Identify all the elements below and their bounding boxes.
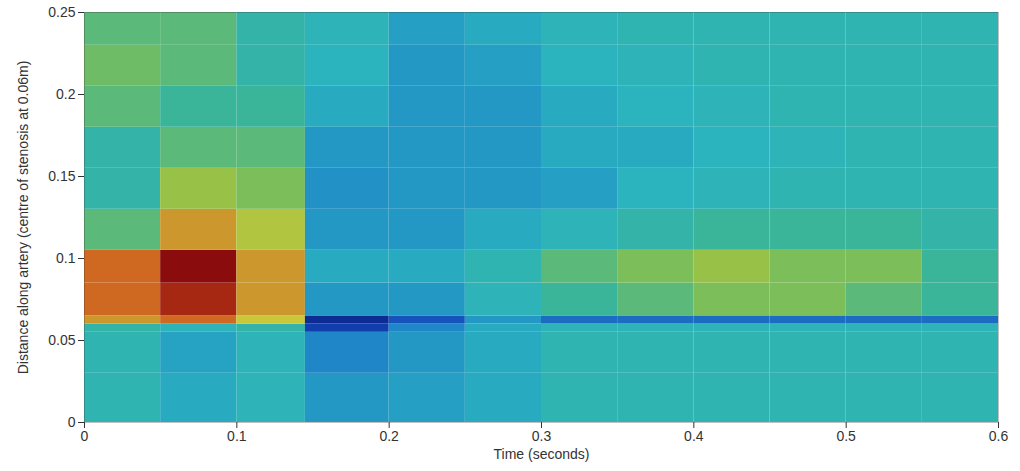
svg-text:0.25: 0.25: [48, 4, 75, 20]
svg-text:0.1: 0.1: [56, 250, 76, 266]
svg-text:Time (seconds): Time (seconds): [494, 446, 590, 462]
svg-text:0.05: 0.05: [48, 332, 75, 348]
svg-text:0.15: 0.15: [48, 168, 75, 184]
svg-text:0.2: 0.2: [379, 428, 399, 444]
svg-text:0.3: 0.3: [532, 428, 552, 444]
svg-text:0: 0: [81, 428, 89, 444]
svg-text:0.1: 0.1: [227, 428, 247, 444]
svg-text:0.2: 0.2: [56, 86, 76, 102]
svg-text:0: 0: [68, 414, 76, 430]
svg-text:0.4: 0.4: [684, 428, 704, 444]
svg-text:0.5: 0.5: [836, 428, 856, 444]
svg-text:Distance along artery (centre: Distance along artery (centre of stenosi…: [15, 61, 31, 375]
svg-text:0.6: 0.6: [989, 428, 1009, 444]
